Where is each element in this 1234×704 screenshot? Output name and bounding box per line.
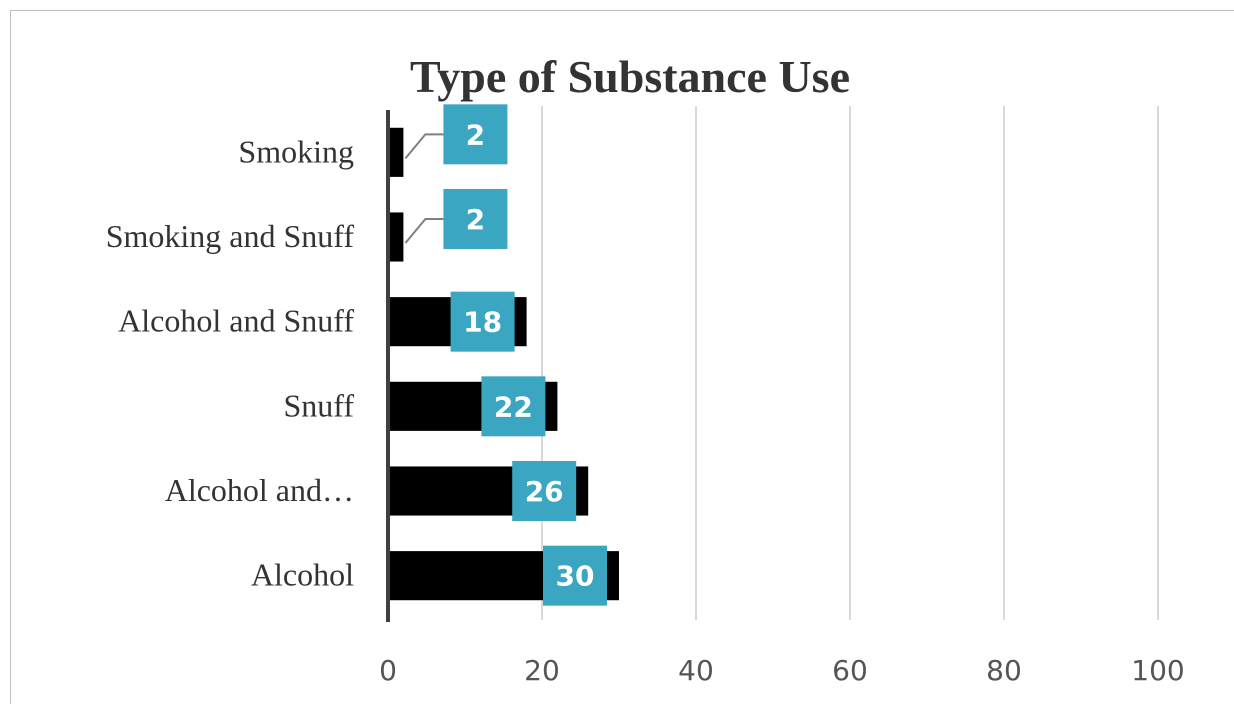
data-label: 2 — [466, 203, 485, 236]
data-label: 22 — [494, 390, 533, 423]
category-label: Smoking and Snuff — [106, 218, 355, 254]
category-labels: Alcohol Alcohol and… Snuff Alcohol and Snuf… — [106, 133, 355, 592]
category-label: Alcohol — [251, 557, 354, 593]
data-label-box — [443, 189, 508, 249]
data-label-box — [512, 461, 577, 521]
data-label-box — [543, 545, 607, 606]
chart-title: Type of Substance Use — [410, 51, 850, 102]
chart-frame — [10, 10, 1234, 704]
data-label: 2 — [466, 118, 485, 151]
x-tick-label: 20 — [524, 654, 560, 687]
x-tick-label: 60 — [832, 654, 868, 687]
grid-lines — [541, 106, 1159, 620]
data-label-box — [443, 104, 508, 165]
leader-line — [404, 218, 444, 244]
x-tick-label: 80 — [986, 654, 1022, 687]
category-label: Smoking — [238, 133, 354, 169]
x-tick-label: 100 — [1131, 654, 1184, 687]
category-label: Alcohol and… — [165, 472, 354, 508]
data-label: 30 — [556, 560, 595, 593]
x-tick-labels: 0 20 40 60 80 100 — [379, 654, 1185, 687]
data-label: 18 — [463, 306, 502, 339]
category-label: Snuff — [283, 387, 354, 423]
data-label-box — [481, 376, 546, 437]
bar — [388, 127, 404, 177]
bar — [388, 212, 404, 262]
data-label: 26 — [525, 475, 564, 508]
x-tick-label: 0 — [379, 654, 397, 687]
leader-line — [404, 133, 444, 159]
x-tick-label: 40 — [678, 654, 714, 687]
data-label-box — [450, 291, 515, 352]
category-label: Alcohol and Snuff — [118, 303, 354, 339]
